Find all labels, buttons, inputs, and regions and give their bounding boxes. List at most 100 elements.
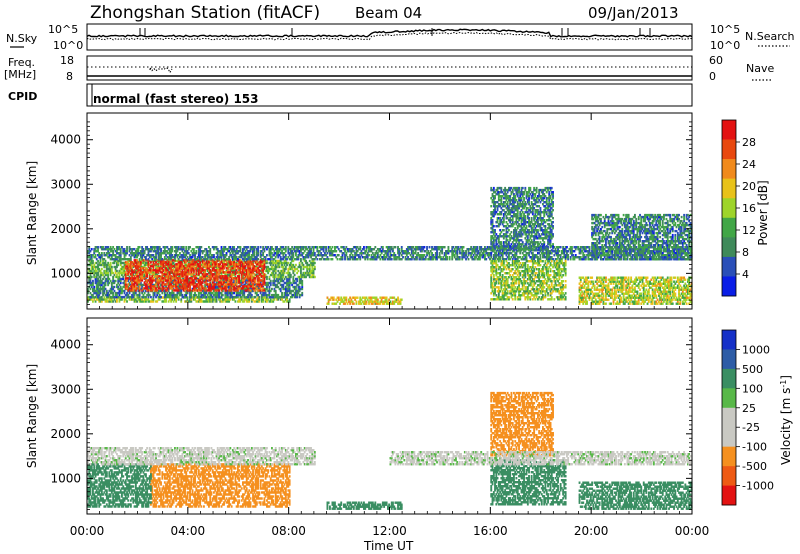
heatmap-cell	[150, 295, 152, 299]
heatmap-cell	[226, 298, 229, 301]
heatmap-cell	[458, 256, 461, 259]
heatmap-cell	[90, 295, 93, 299]
heatmap-cell	[171, 281, 174, 285]
heatmap-cell	[148, 300, 151, 303]
heatmap-cell	[129, 295, 132, 299]
heatmap-cell	[105, 277, 108, 281]
heatmap-cell	[167, 289, 170, 293]
heatmap-cell	[103, 287, 106, 291]
heatmap-cell	[104, 298, 107, 301]
heatmap-cell	[186, 296, 189, 299]
heatmap-cell	[259, 246, 262, 249]
heatmap-cell	[197, 298, 200, 301]
heatmap-cell	[197, 295, 200, 299]
cpid-label: CPID	[8, 90, 37, 103]
heatmap-cell	[93, 291, 96, 295]
heatmap-cell	[95, 291, 98, 295]
heatmap-cell	[194, 291, 196, 295]
heatmap-cell	[268, 300, 271, 303]
heatmap-cell	[237, 300, 239, 303]
heatmap-cell	[109, 291, 112, 295]
heatmap-cell	[172, 283, 175, 287]
heatmap-cell	[147, 295, 150, 299]
heatmap-cell	[274, 289, 277, 293]
heatmap-cell	[266, 298, 268, 301]
heatmap-cell	[258, 295, 261, 299]
heatmap-cell	[105, 298, 108, 301]
heatmap-cell	[108, 298, 111, 301]
heatmap-cell	[170, 279, 173, 282]
heatmap-cell	[98, 300, 101, 303]
heatmap-cell	[93, 289, 96, 293]
heatmap-cell	[199, 287, 202, 291]
heatmap-cell	[158, 298, 161, 301]
heatmap-cell	[141, 283, 144, 287]
heatmap-cell	[264, 298, 267, 301]
heatmap-cell	[269, 298, 272, 301]
heatmap-cell	[201, 296, 204, 299]
heatmap-cell	[90, 281, 93, 285]
heatmap-cell	[210, 298, 213, 301]
heatmap-cell	[170, 298, 173, 301]
heatmap-cell	[94, 300, 97, 303]
heatmap-cell	[110, 298, 113, 301]
heatmap-cell	[100, 252, 103, 255]
heatmap-cell	[245, 300, 248, 303]
heatmap-cell	[172, 291, 175, 295]
freq-traces	[87, 65, 692, 77]
heatmap-cell	[168, 295, 171, 299]
heatmap-cell	[170, 293, 173, 297]
heatmap-cell	[90, 275, 93, 279]
heatmap-cell	[112, 279, 115, 283]
heatmap-cell	[123, 279, 126, 283]
heatmap-cell	[124, 293, 127, 297]
heatmap-cell	[127, 287, 130, 291]
heatmap-cell	[151, 287, 154, 291]
heatmap-cell	[276, 298, 278, 301]
heatmap-cell	[179, 291, 181, 295]
nsky-tick-top: 10^5	[48, 23, 78, 36]
heatmap-cell	[200, 300, 203, 303]
heatmap-cell	[214, 283, 217, 286]
heatmap-cell	[197, 293, 200, 297]
heatmap-cell	[99, 289, 102, 293]
heatmap-cell	[127, 293, 130, 297]
heatmap-cell	[118, 296, 121, 299]
heatmap-cell	[104, 293, 107, 297]
heatmap-cell	[143, 291, 146, 295]
heatmap-cell	[93, 296, 96, 299]
heatmap-cell	[122, 281, 125, 285]
heatmap-cell	[136, 296, 139, 299]
heatmap-cell	[195, 250, 198, 253]
heatmap-cell	[394, 246, 397, 249]
heatmap-cell	[92, 293, 94, 297]
heatmap-cell	[146, 283, 149, 287]
heatmap-cell	[94, 254, 97, 257]
heatmap-cell	[110, 265, 113, 269]
heatmap-cell	[250, 298, 253, 301]
heatmap-cell	[201, 300, 204, 303]
heatmap-cell	[447, 246, 450, 249]
heatmap-cell	[163, 293, 166, 297]
heatmap-cell	[174, 296, 176, 299]
heatmap-cell	[136, 300, 139, 303]
heatmap-cell	[117, 291, 120, 295]
heatmap-cell	[152, 291, 155, 295]
heatmap-cell	[194, 298, 196, 301]
heatmap-cell	[250, 300, 253, 303]
heatmap-cell	[263, 289, 266, 292]
nsky-tick-bottom: 10^0	[53, 39, 83, 52]
heatmap-cell	[97, 291, 99, 295]
heatmap-cell	[194, 293, 196, 297]
heatmap-cell	[155, 279, 157, 283]
heatmap-cell	[107, 295, 110, 299]
heatmap-cell	[152, 293, 155, 297]
heatmap-cell	[238, 279, 241, 282]
heatmap-cell	[170, 300, 173, 303]
heatmap-cell	[402, 256, 404, 259]
heatmap-cell	[118, 279, 121, 283]
heatmap-cell	[238, 298, 241, 301]
heatmap-cell	[162, 279, 165, 283]
heatmap-cell	[213, 254, 215, 257]
